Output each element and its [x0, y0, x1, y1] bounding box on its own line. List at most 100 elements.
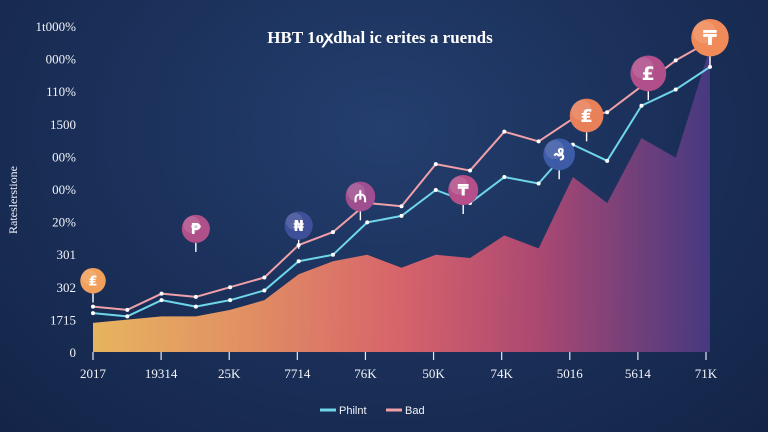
data-point [639, 103, 644, 108]
currency-badge: ₸ [448, 175, 479, 214]
data-point [193, 294, 198, 299]
data-point [365, 220, 370, 225]
data-point [673, 58, 678, 63]
data-point [193, 304, 198, 309]
currency-badge: ₸ [691, 18, 729, 66]
badge-highlight [347, 183, 365, 201]
y-tick-label: 301 [57, 247, 77, 262]
data-point [502, 175, 507, 180]
data-point [262, 275, 267, 280]
data-point [91, 304, 95, 309]
data-point [330, 252, 335, 257]
x-tick-label: 5614 [625, 366, 652, 381]
y-tick-label: 00% [52, 149, 76, 164]
data-point [228, 285, 233, 290]
x-tick-label: 5016 [557, 366, 584, 381]
y-tick-label: 1t000% [36, 19, 77, 34]
badge-highlight [632, 57, 654, 79]
badge-symbol: ₦ [293, 217, 304, 235]
data-point [159, 298, 164, 303]
badge-highlight [693, 20, 716, 44]
legend-label: Philnt [339, 405, 367, 417]
badge-highlight [285, 212, 303, 230]
data-point [91, 311, 95, 316]
y-tick-label: 20% [52, 215, 76, 230]
data-point [262, 288, 267, 293]
x-tick-label: 2017 [80, 366, 107, 381]
y-ticks: 1t000% 000% 110% 1500 00% 00% 20% 301 302 1715 0 [36, 19, 77, 360]
data-point [536, 181, 541, 186]
badge-circle [448, 175, 479, 205]
x-tick-label: 74K [490, 366, 513, 381]
badge-symbol: ₤ [580, 106, 593, 127]
x-tick-label: 50K [422, 366, 445, 381]
y-tick-label: 000% [46, 52, 77, 67]
data-point [399, 204, 404, 209]
badge-circle [543, 138, 576, 171]
badge-highlight [544, 140, 564, 160]
badge-symbol: ₸ [703, 26, 717, 50]
data-point [433, 162, 438, 167]
lines-layer [91, 38, 712, 319]
x-tick-label: 76K [354, 366, 377, 381]
badge-symbol: ₼ [354, 187, 367, 206]
data-point [605, 110, 610, 115]
currency-badge: £ [630, 55, 667, 101]
x-tick-label: 71K [695, 366, 718, 381]
data-point [708, 64, 712, 69]
badge-circle [569, 98, 604, 133]
legend-label: Bad [405, 405, 425, 417]
y-axis-label: Rateslerstione [6, 166, 20, 234]
badge-circle [80, 267, 106, 294]
badges-layer: ₤ ₱ ₦ ₼ ₸ ₰ ₤ £ ₸ [80, 18, 729, 303]
x-tick-label: 25K [218, 366, 241, 381]
data-point [159, 291, 164, 296]
badge-circle [345, 181, 376, 212]
badge-symbol: ₸ [458, 181, 469, 200]
y-tick-label: 00% [52, 182, 76, 197]
x-tick-label: 19314 [145, 366, 178, 381]
data-point [228, 298, 233, 303]
y-tick-label: 0 [70, 345, 77, 360]
y-tick-label: 1715 [50, 312, 76, 327]
badge-circle [630, 55, 667, 92]
y-tick-label: 1500 [50, 117, 76, 132]
data-point [330, 230, 335, 235]
currency-badge: ₱ [181, 214, 210, 252]
badge-circle [284, 211, 313, 240]
data-point [673, 87, 678, 92]
data-point [502, 129, 507, 134]
currency-badge: ₰ [543, 138, 576, 180]
y-tick-label: 302 [57, 280, 77, 295]
currency-badge: ₦ [284, 211, 313, 249]
badge-circle [691, 18, 729, 57]
data-point [125, 307, 130, 312]
data-point [536, 139, 541, 144]
badge-highlight [183, 216, 201, 234]
badge-symbol: £ [642, 63, 655, 85]
data-point [399, 213, 404, 218]
currency-badge: ₼ [345, 181, 376, 221]
x-tick-label: 7714 [284, 366, 311, 381]
x-ticks: 2017 19314 25K 7714 76K 50K 74K 5016 5614 71K [80, 352, 718, 381]
y-tick-label: 110% [46, 84, 76, 99]
area-layer [93, 47, 710, 352]
badge-circle [181, 214, 210, 243]
badge-symbol: ₤ [88, 275, 97, 290]
area-fill [93, 47, 710, 352]
data-point [605, 158, 610, 163]
badge-highlight [449, 176, 468, 195]
currency-badge: ₤ [80, 267, 106, 303]
badge-symbol: ₰ [553, 145, 565, 165]
badge-symbol: ₱ [191, 220, 202, 238]
data-point [125, 314, 130, 319]
chart-title: HBT 1oꭗdhal ic erites a ruends [267, 28, 493, 48]
currency-badge: ₤ [569, 98, 604, 142]
legend: Philnt Bad [320, 405, 425, 417]
badge-highlight [571, 100, 592, 121]
data-point [433, 188, 438, 192]
data-point [468, 168, 473, 173]
badge-highlight [81, 269, 97, 285]
data-point [296, 259, 301, 264]
